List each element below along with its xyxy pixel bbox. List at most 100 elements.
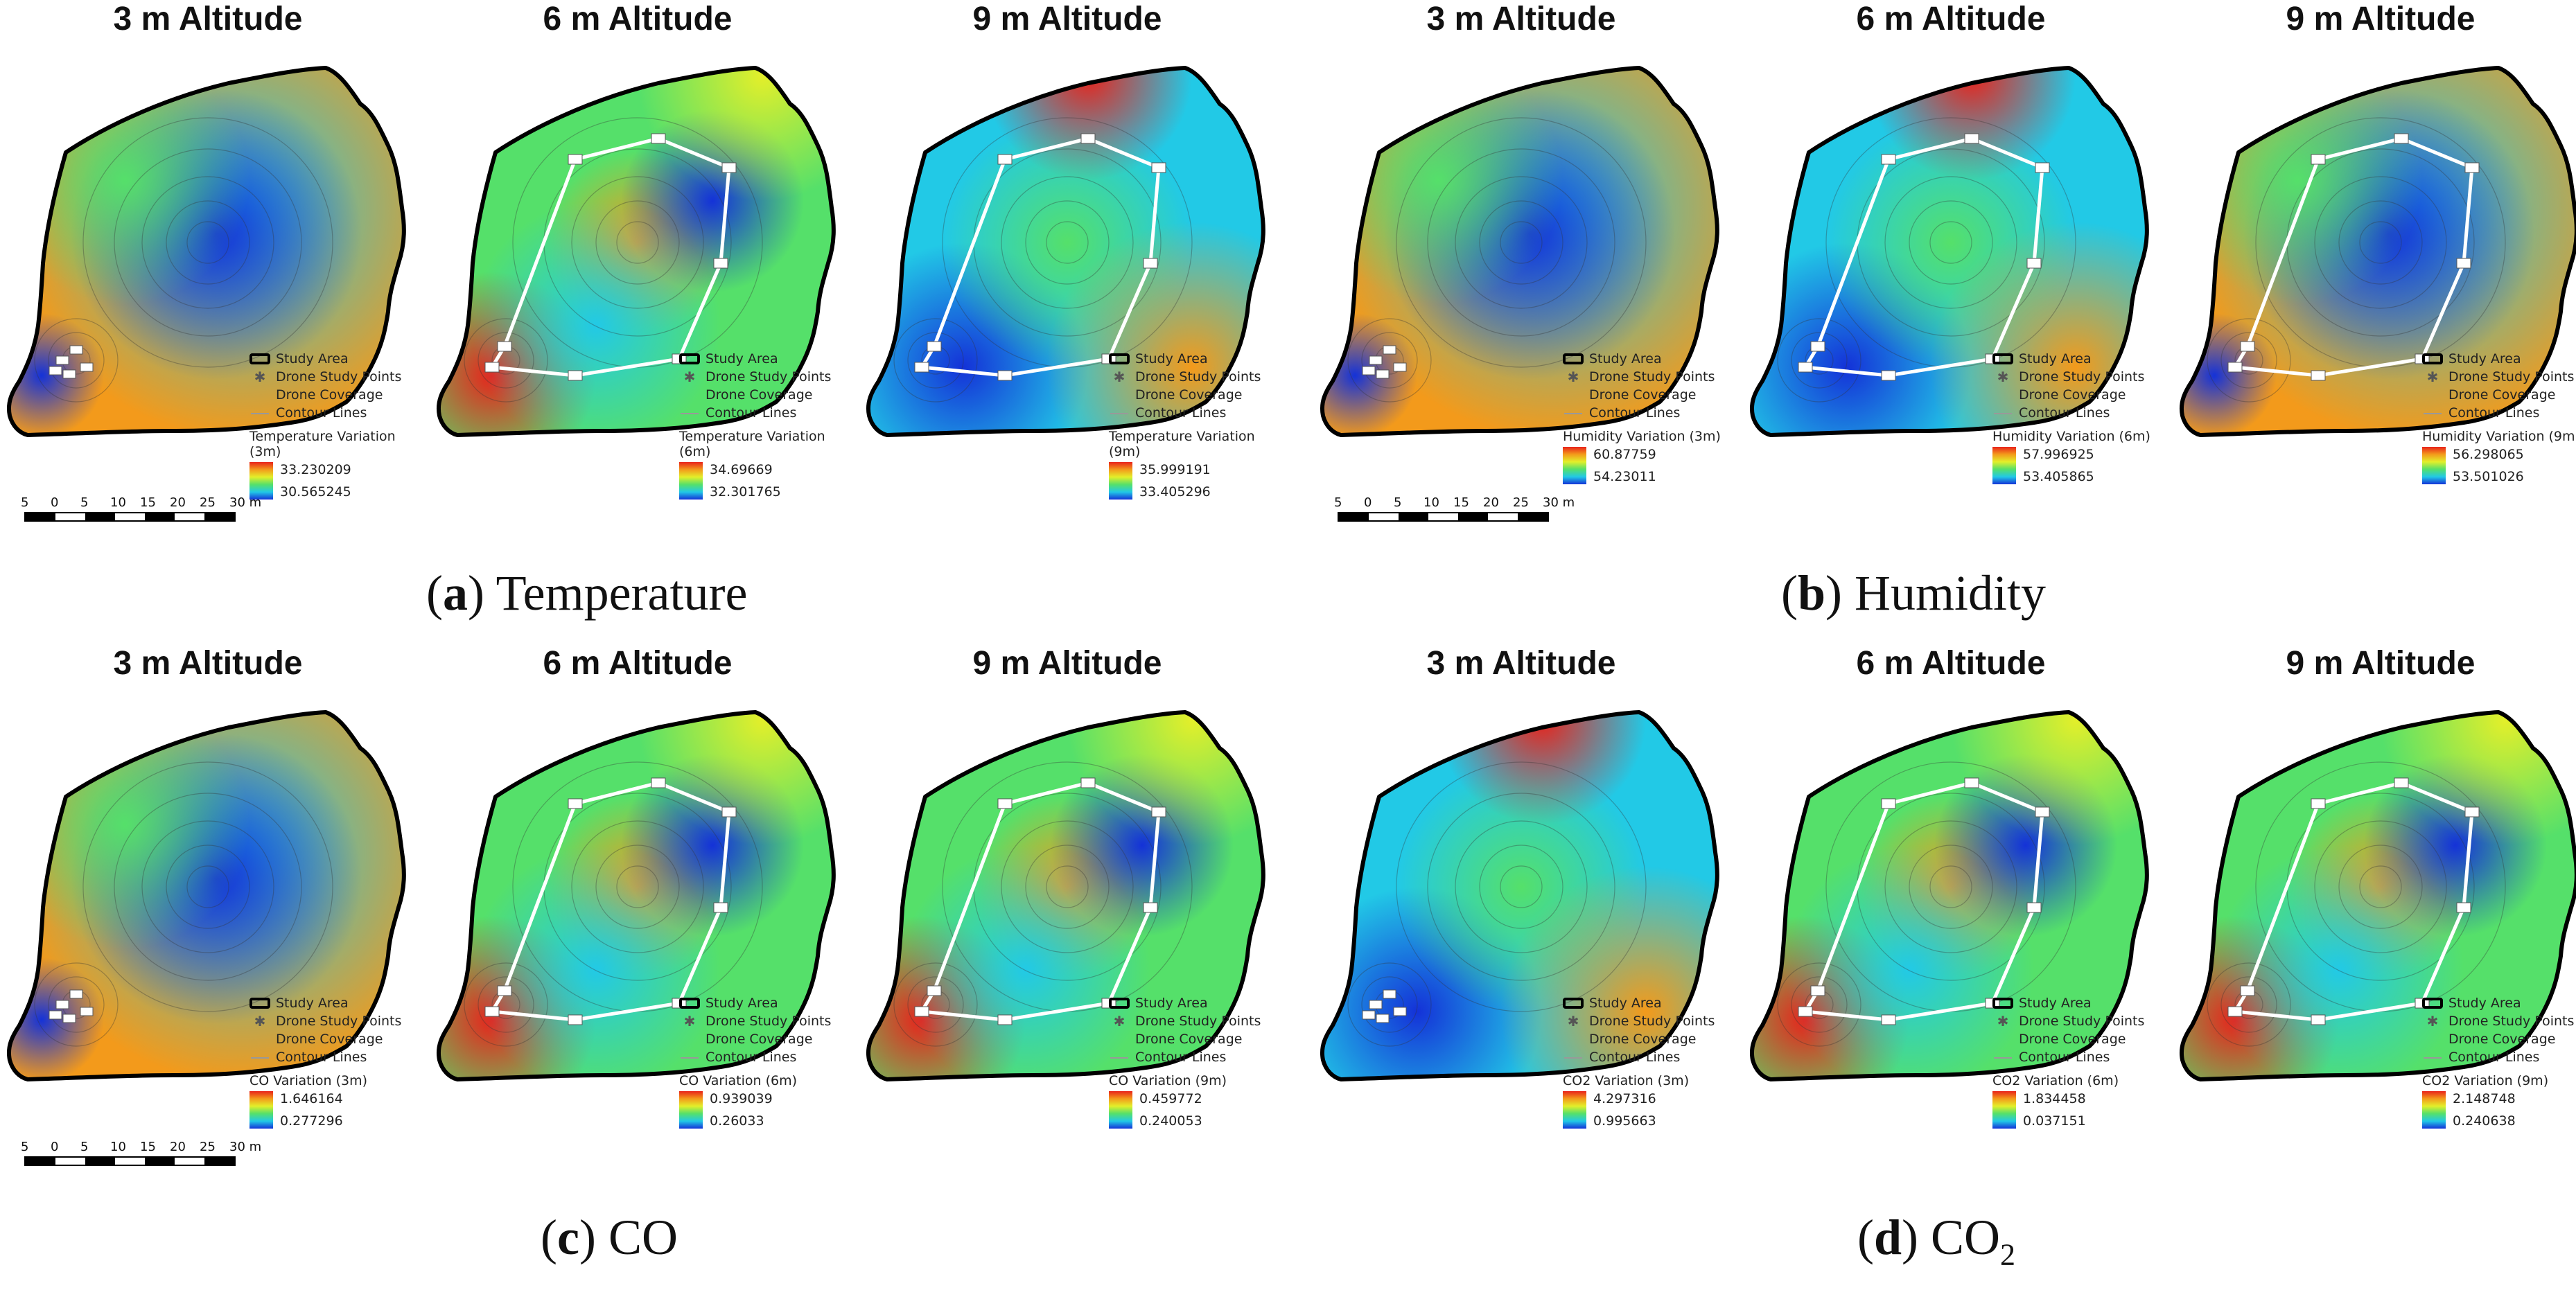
panel-temperature-6m: 6 m Altitude Study Area ✱ Drone Study Poin… (430, 0, 859, 575)
map-canvas (2180, 66, 2576, 437)
value-blob (1500, 866, 1717, 1079)
scale-tick-label: 15 (1453, 495, 1469, 510)
legend-item: Contour Lines (679, 1048, 831, 1066)
drone-coverage-symbol (1109, 388, 1130, 402)
ramp-max-value: 1.646164 (280, 1091, 343, 1106)
ramp-min-value: 32.301765 (710, 484, 781, 500)
ramp-max-value: 33.230209 (280, 462, 351, 477)
map-legend: Study Area ✱ Drone Study Points Drone Cover… (1109, 994, 1261, 1129)
legend-item: Contour Lines (1109, 1048, 1261, 1066)
map-legend: Study Area ✱ Drone Study Points Drone Cover… (1992, 994, 2144, 1129)
color-ramp: 57.996925 53.405865 (1992, 447, 2150, 484)
legend-item-label: Study Area (2019, 351, 2092, 366)
ramp-min-value: 33.405296 (1139, 484, 1211, 500)
drone-point-label (568, 1014, 583, 1025)
drone-point-label (2227, 362, 2243, 373)
legend-item: ✱ Drone Study Points (2422, 1012, 2575, 1030)
legend-item-label: Contour Lines (2448, 1050, 2540, 1065)
panel-humidity-6m: 6 m Altitude Study Area ✱ Drone Study Poin… (1743, 0, 2173, 575)
drone-point-label (2026, 258, 2042, 269)
drone-point-label (2311, 370, 2326, 381)
legend-item: Contour Lines (2422, 1048, 2574, 1066)
legend-item-label: Contour Lines (1589, 405, 1681, 421)
legend-item-label: Drone Study Points (2448, 1014, 2575, 1029)
legend-item-label: Drone Coverage (706, 1032, 813, 1047)
drone-point-label (1143, 902, 1158, 913)
study-area-outline (1320, 710, 1719, 1081)
legend-item-label: Drone Study Points (2448, 369, 2575, 385)
drone-point-label (713, 902, 728, 913)
drone-coverage-symbol (1992, 388, 2013, 402)
legend-item-label: Contour Lines (276, 405, 367, 421)
value-blob (2181, 68, 2422, 305)
drone-point-label (2311, 798, 2326, 809)
contour-line-symbol (679, 1050, 700, 1064)
map-canvas (437, 66, 836, 437)
scale-bar-segments (24, 512, 236, 522)
value-blob (1046, 222, 1263, 435)
legend-item-label: Drone Coverage (276, 1032, 383, 1047)
variation-label: Humidity Variation (3m) (1563, 429, 1721, 444)
variation-label: CO Variation (9m) (1109, 1073, 1227, 1088)
legend-item: Drone Coverage (249, 386, 430, 404)
map-canvas (1750, 66, 2149, 437)
variation-label: CO2 Variation (6m) (1992, 1073, 2119, 1088)
panel-co2-9m: 9 m Altitude Study Area ✱ Drone Study Poin… (2173, 644, 2576, 1219)
ramp-min-value: 0.240053 (1139, 1113, 1202, 1129)
drone-coverage-symbol (249, 1032, 270, 1046)
scale-tick-label: 20 (1483, 495, 1499, 510)
drone-coverage-symbol (1563, 1032, 1584, 1046)
drone-point-label (568, 154, 583, 165)
drone-point-icon: ✱ (2426, 1013, 2439, 1030)
drone-point-icon: ✱ (1997, 369, 2009, 385)
legend-item: Study Area (1992, 994, 2144, 1012)
legend-item-label: Drone Coverage (2448, 1032, 2556, 1047)
legend-item: Study Area (1563, 350, 1721, 368)
map-legend: Study Area ✱ Drone Study Points Drone Cover… (249, 350, 430, 500)
study-area-symbol (679, 353, 700, 364)
map-canvas (7, 66, 406, 437)
legend-item: Contour Lines (2422, 404, 2576, 422)
drone-point-label (1964, 133, 1979, 144)
drone-point-label (997, 370, 1013, 381)
study-area-symbol (1109, 998, 1130, 1009)
variation-label: CO2 Variation (9m) (2422, 1073, 2549, 1088)
color-ramp: 34.69669 32.301765 (679, 462, 859, 500)
drone-point-label (713, 258, 728, 269)
map-legend: Study Area ✱ Drone Study Points Drone Cover… (2422, 350, 2576, 484)
scale-tick-label: 5 (21, 495, 29, 510)
color-ramp-bar (2422, 447, 2446, 484)
legend-item: Study Area (1563, 994, 1715, 1012)
study-area-symbol (1992, 998, 2013, 1009)
color-ramp: 1.646164 0.277296 (249, 1091, 401, 1129)
drone-point-label (2311, 1014, 2326, 1025)
scale-tick-label: 10 (110, 495, 126, 510)
scale-tick-label: 30 m (229, 1140, 262, 1154)
ramp-max-value: 0.939039 (710, 1091, 773, 1106)
variation-label: Temperature Variation (3m) (249, 429, 396, 459)
ramp-min-value: 0.995663 (1593, 1113, 1656, 1129)
scale-tick-label: 15 (140, 1140, 156, 1154)
drone-coverage-symbol (1109, 1032, 1130, 1046)
scale-bar-segments (1338, 512, 1549, 522)
panel-title: 3 m Altitude (1426, 645, 1616, 682)
legend-item: Drone Coverage (1992, 386, 2150, 404)
panel-title: 6 m Altitude (1856, 645, 2046, 682)
legend-item-label: Drone Study Points (1135, 369, 1261, 385)
study-area-symbol (1563, 998, 1584, 1009)
value-blob (2214, 845, 2464, 1079)
contour-line-symbol (249, 1050, 270, 1064)
contour-line-symbol (679, 406, 700, 420)
legend-item-label: Drone Coverage (276, 387, 383, 403)
drone-point-label (1881, 370, 1896, 381)
drone-point-label (497, 341, 512, 352)
value-blob (1785, 845, 2034, 1079)
legend-item-label: Study Area (1589, 351, 1662, 366)
variation-label: CO Variation (3m) (249, 1073, 368, 1088)
map-legend: Study Area ✱ Drone Study Points Drone Cover… (1109, 350, 1289, 500)
scale-bar: 5 0 5 10 15 20 25 30 m (1334, 495, 1584, 522)
legend-item: ✱ Drone Study Points (1109, 368, 1289, 386)
legend-item: ✱ Drone Study Points (1563, 1012, 1715, 1030)
ramp-max-value: 35.999191 (1139, 462, 1211, 477)
panel-title: 9 m Altitude (2286, 645, 2476, 682)
